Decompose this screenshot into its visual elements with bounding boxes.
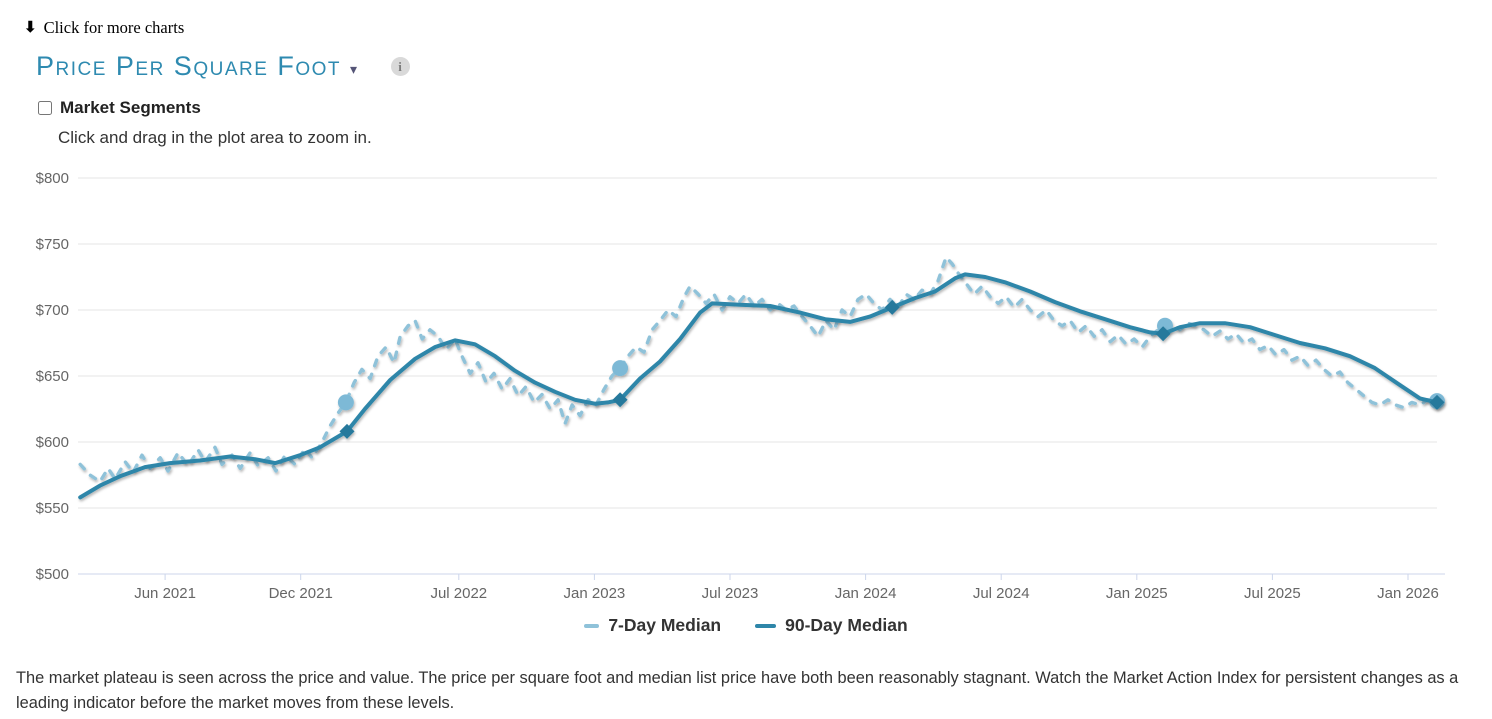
chart-container: $500 $550 $600 $650 $700 $750 $800 Jun 2021 Dec … (0, 156, 1492, 611)
svg-text:Jul 2022: Jul 2022 (430, 585, 487, 602)
x-axis: Jun 2021 Dec 2021 Jul 2022 Jan 2023 Jul 2023… (78, 573, 1445, 602)
chevron-down-icon: ▾ (350, 60, 359, 77)
market-segments-checkbox[interactable] (38, 101, 52, 115)
svg-text:Jan 2025: Jan 2025 (1106, 585, 1168, 602)
svg-text:Jul 2025: Jul 2025 (1244, 585, 1301, 602)
chart-svg[interactable]: $500 $550 $600 $650 $700 $750 $800 Jun 2021 Dec … (0, 156, 1492, 606)
y-axis-labels: $500 $550 $600 $650 $700 $750 $800 (36, 170, 69, 583)
legend-item-7day[interactable]: 7-Day Median (584, 615, 721, 636)
gridlines (78, 177, 1437, 575)
zoom-hint: Click and drag in the plot area to zoom … (58, 128, 372, 147)
legend-swatch-90day (755, 623, 777, 628)
svg-text:$600: $600 (36, 434, 69, 451)
legend-label-90day: 90-Day Median (785, 615, 908, 635)
legend-label-7day: 7-Day Median (608, 615, 722, 635)
info-icon[interactable]: i (390, 57, 410, 76)
svg-text:Jan 2023: Jan 2023 (564, 585, 626, 602)
page-title: Price Per Square Foot (36, 51, 342, 81)
svg-text:Jan 2024: Jan 2024 (835, 585, 897, 602)
svg-text:Jul 2023: Jul 2023 (702, 585, 759, 602)
more-charts-label: Click for more charts (43, 18, 185, 37)
svg-text:Jan 2026: Jan 2026 (1377, 585, 1439, 602)
svg-text:Dec 2021: Dec 2021 (269, 585, 333, 602)
down-arrow-icon: ⬇ (24, 19, 37, 36)
market-summary-text: The market plateau is seen across the pr… (16, 669, 1459, 713)
legend-item-90day[interactable]: 90-Day Median (755, 615, 908, 636)
series-7day[interactable] (78, 255, 1445, 484)
more-charts-link[interactable]: ⬇ Click for more charts (24, 18, 1492, 38)
chart-title-dropdown[interactable]: Price Per Square Foot ▾ (36, 51, 359, 82)
svg-text:$500: $500 (36, 566, 69, 583)
legend-swatch-7day (584, 623, 600, 628)
chart-legend: 7-Day Median 90-Day Median (0, 615, 1492, 636)
svg-text:$650: $650 (36, 368, 69, 385)
svg-text:$800: $800 (36, 170, 69, 187)
series-90day[interactable] (78, 272, 1445, 500)
svg-text:$550: $550 (36, 500, 69, 517)
svg-text:Jun 2021: Jun 2021 (134, 585, 196, 602)
svg-text:Jul 2024: Jul 2024 (973, 585, 1030, 602)
svg-text:$750: $750 (36, 236, 69, 253)
market-segments-label: Market Segments (60, 98, 201, 117)
svg-text:$700: $700 (36, 302, 69, 319)
